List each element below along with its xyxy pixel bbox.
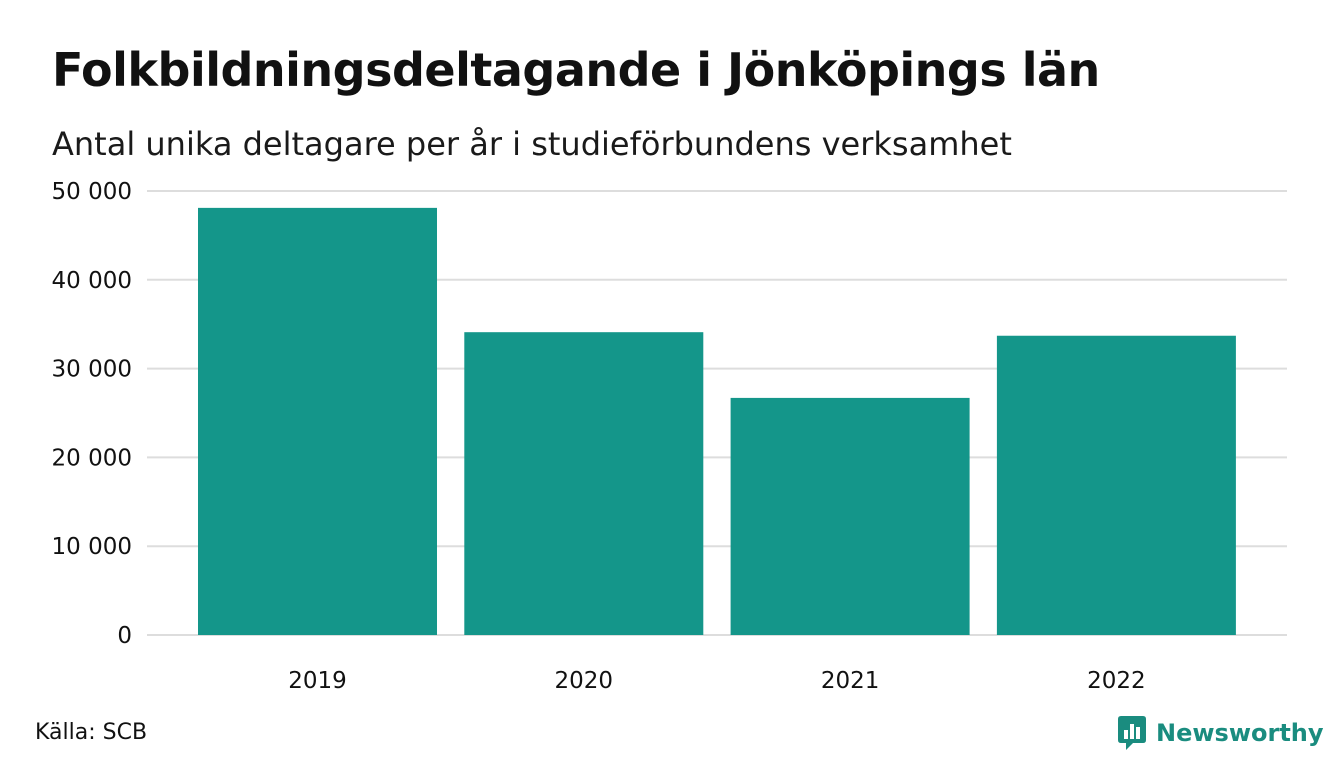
- source-note: Källa: SCB: [35, 720, 148, 745]
- brand-name: Newsworthy: [1156, 719, 1324, 747]
- y-tick-label: 10 000: [52, 534, 132, 560]
- y-tick-label: 30 000: [52, 357, 132, 383]
- x-tick-label: 2021: [821, 668, 880, 694]
- y-tick-label: 20 000: [52, 445, 132, 471]
- y-tick-label: 0: [117, 623, 132, 649]
- y-axis-tick-labels: 0 10 000 20 000 30 000 40 000 50 000: [52, 179, 132, 649]
- x-tick-label: 2020: [555, 668, 614, 694]
- bar-2022: [996, 335, 1236, 635]
- bar-2019: [198, 207, 437, 635]
- x-axis-tick-labels: 2019 2020 2021 2022: [288, 668, 1145, 694]
- brand-logo: Newsworthy: [1117, 713, 1324, 753]
- y-tick-label: 50 000: [52, 179, 132, 205]
- bar-2020: [464, 332, 704, 635]
- x-tick-label: 2019: [288, 668, 347, 694]
- x-tick-label: 2022: [1087, 668, 1146, 694]
- newsworthy-logo-icon: [1118, 716, 1146, 750]
- bar-2021: [730, 397, 970, 635]
- chart-subtitle: Antal unika deltagare per år i studieför…: [52, 125, 1012, 163]
- chart-title: Folkbildningsdeltagande i Jönköpings län: [52, 43, 1100, 97]
- bars: [198, 207, 1236, 635]
- y-tick-label: 40 000: [52, 268, 132, 294]
